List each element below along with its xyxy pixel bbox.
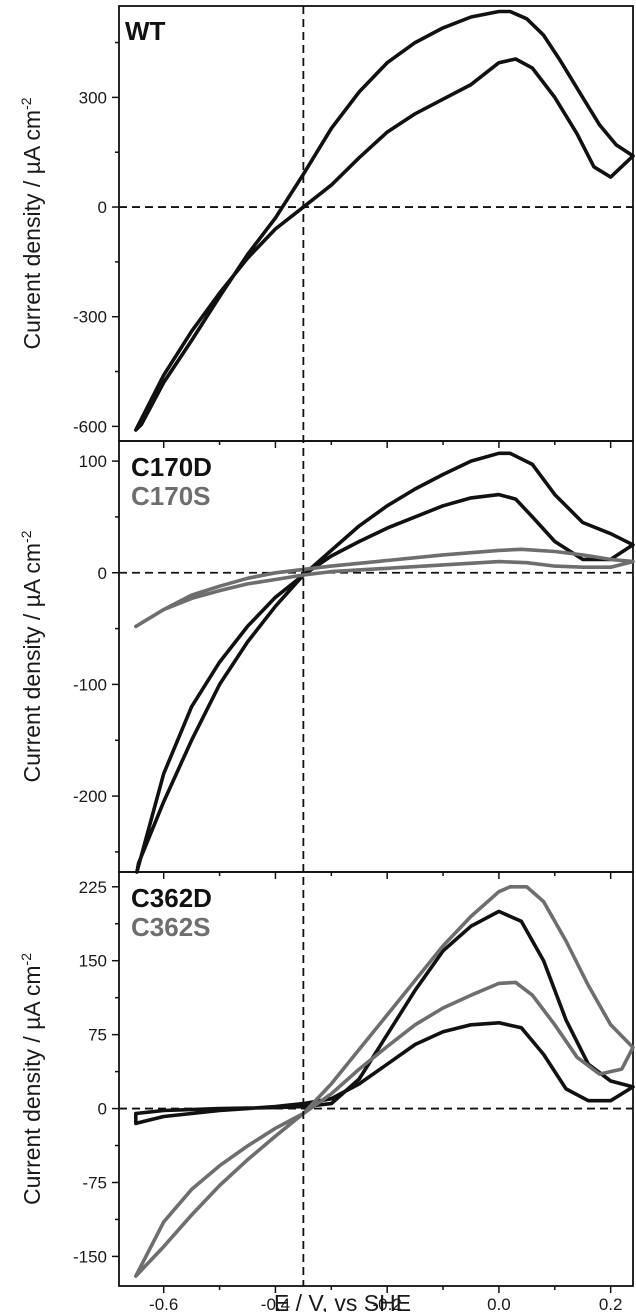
- legend-entry: C362S: [131, 912, 211, 942]
- plot-frame: [118, 871, 634, 1287]
- x-tick-label: -0.2: [373, 1295, 402, 1312]
- panel-1: -600 -300 0 300 Current density / µA cm-2 WT: [18, 5, 635, 448]
- plot-frame: [118, 5, 634, 442]
- y-tick-label: 225: [79, 878, 107, 897]
- legend-entry: C170D: [131, 452, 212, 482]
- legend-entry: C362D: [131, 883, 212, 913]
- panel-label: WT: [125, 16, 166, 46]
- y-tick-label: 0: [98, 1100, 107, 1119]
- y-tick-label: 150: [79, 952, 107, 971]
- y-tick-label: -600: [73, 417, 107, 436]
- x-tick-label: 0.2: [599, 1295, 623, 1312]
- x-tick-label: -0.4: [261, 1295, 290, 1312]
- y-tick-label: -300: [73, 308, 107, 327]
- series-line-c170d: [135, 451, 635, 874]
- y-tick-label: 300: [79, 88, 107, 107]
- series-line: [134, 9, 635, 432]
- x-tick-label: 0.0: [487, 1295, 511, 1312]
- y-tick-label: -75: [82, 1174, 107, 1193]
- legend-entry: C170S: [131, 481, 211, 511]
- series-line-c170s: [134, 547, 635, 629]
- x-tick-label: -0.6: [149, 1295, 178, 1312]
- y-axis-title: Current density / µA cm-2: [18, 530, 45, 782]
- y-tick-label: -100: [73, 675, 107, 694]
- panel-2: -200 -100 0 100 Current density / µA cm-2 C17…: [18, 440, 635, 879]
- y-tick-label: 75: [88, 1026, 107, 1045]
- panel-3: -150 -75 0 75 150 225 Current density / µA cm-…: [18, 871, 635, 1293]
- y-axis-title: Current density / µA cm-2: [18, 953, 45, 1205]
- y-tick-label: 100: [79, 452, 107, 471]
- x-axis-title: E / V, vs SHE: [274, 1290, 411, 1312]
- y-tick-label: -200: [73, 787, 107, 806]
- y-axis-title: Current density / µA cm-2: [18, 97, 45, 349]
- y-tick-label: 0: [98, 564, 107, 583]
- y-tick-label: -150: [73, 1247, 107, 1266]
- series-line-c362s: [134, 885, 635, 1278]
- y-tick-label: 0: [98, 198, 107, 217]
- series-line-c362d: [134, 909, 635, 1126]
